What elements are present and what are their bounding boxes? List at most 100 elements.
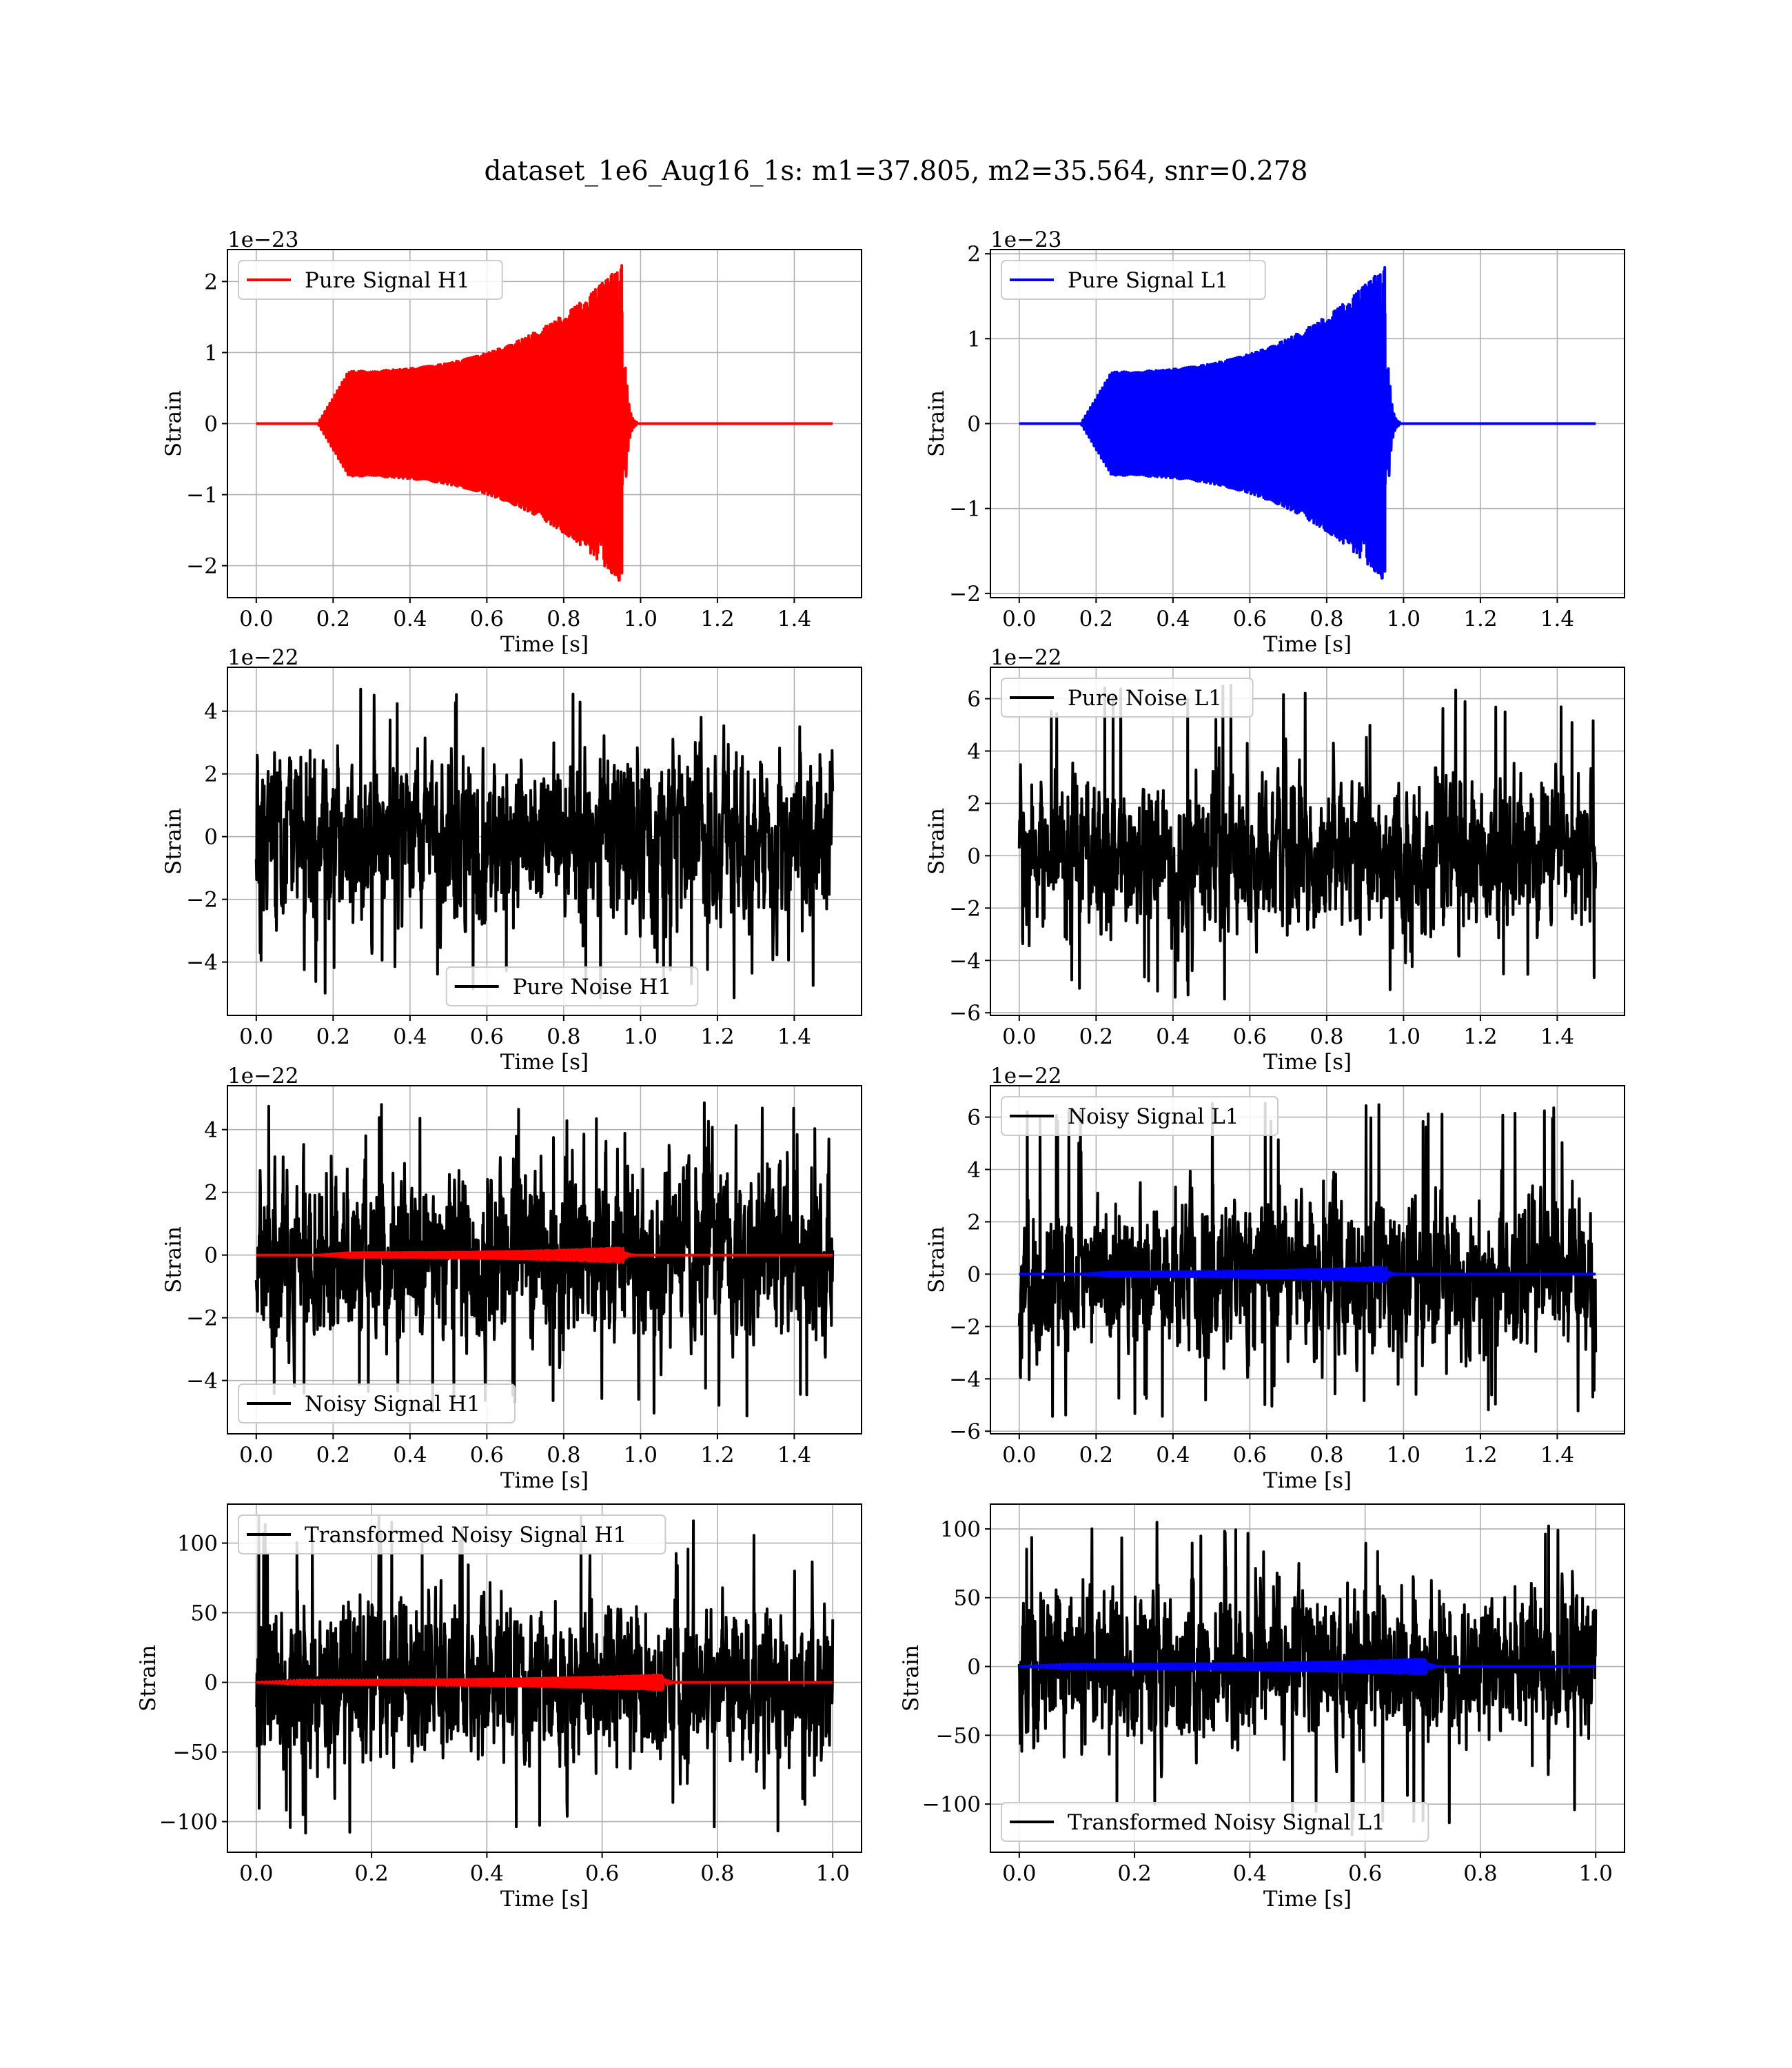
legend: Pure Signal H1 xyxy=(238,260,503,300)
series-group xyxy=(255,264,834,582)
y-tick-label: −2 xyxy=(949,1315,981,1339)
x-tick-label: 0.2 xyxy=(1117,1861,1151,1886)
x-tick-label: 0.8 xyxy=(547,1443,580,1468)
axes-frame xyxy=(990,667,1625,1016)
series-group xyxy=(254,687,835,1000)
y-tick-label: 100 xyxy=(177,1532,218,1557)
x-tick-label: 1.2 xyxy=(700,1024,734,1049)
y-axis-label: Strain xyxy=(924,390,949,457)
x-axis-label: Time [s] xyxy=(500,632,589,657)
x-tick-label: 1.0 xyxy=(624,607,658,631)
axes-frame xyxy=(990,1503,1625,1853)
x-axis-label: Time [s] xyxy=(1263,1468,1352,1493)
y-tick-label: −4 xyxy=(949,1367,981,1392)
series-group xyxy=(1017,1521,1598,1836)
legend-box xyxy=(1001,1802,1429,1842)
chart-panel-4: 0.0 0.2 0.4 0.6 0.8 1.0 1.2 1.4 −6 −4 −2 0 2 4 6 Time [… xyxy=(924,645,1625,1075)
figure-title: dataset_1e6_Aug16_1s: m1=37.805, m2=35.5… xyxy=(484,156,1308,187)
legend-label: Pure Noise H1 xyxy=(513,975,671,1000)
legend-box xyxy=(1001,678,1254,718)
y-tick-label: −2 xyxy=(186,554,218,579)
x-tick-label: 1.2 xyxy=(700,607,734,631)
legend-label: Transformed Noisy Signal H1 xyxy=(305,1523,627,1548)
y-tick-label: 50 xyxy=(191,1601,218,1626)
y-tick-label: 0 xyxy=(204,412,218,437)
series-line xyxy=(254,687,835,1000)
x-tick-label: 0.2 xyxy=(1079,607,1113,631)
y-tick-label: −4 xyxy=(186,1369,218,1394)
x-tick-label: 1.0 xyxy=(624,1443,658,1468)
y-tick-label: 2 xyxy=(967,791,981,816)
x-tick-label: 0.4 xyxy=(393,1024,427,1049)
y-tick-label: 0 xyxy=(967,1655,981,1680)
y-tick-label: −50 xyxy=(936,1723,981,1748)
series-group xyxy=(1018,266,1597,580)
x-tick-label: 1.2 xyxy=(700,1443,734,1468)
offset-text: 1e−22 xyxy=(227,1064,299,1088)
y-tick-label: 2 xyxy=(967,242,981,267)
legend-label: Pure Noise L1 xyxy=(1068,686,1222,711)
series-group xyxy=(1017,1102,1598,1418)
x-tick-label: 0.2 xyxy=(1079,1443,1113,1468)
x-tick-label: 0.4 xyxy=(1156,607,1190,631)
y-tick-label: −2 xyxy=(949,896,981,921)
x-tick-label: 1.4 xyxy=(1540,607,1574,631)
chart-panel-2: 0.0 0.2 0.4 0.6 0.8 1.0 1.2 1.4 −2 −1 0 1 2 Time [s] S… xyxy=(924,227,1625,657)
x-tick-label: 0.8 xyxy=(1310,607,1343,631)
chart-panel-6: 0.0 0.2 0.4 0.6 0.8 1.0 1.2 1.4 −6 −4 −2 0 2 4 6 Time [… xyxy=(924,1064,1625,1493)
legend: Transformed Noisy Signal L1 xyxy=(1001,1802,1429,1842)
offset-text: 1e−23 xyxy=(990,227,1062,252)
x-tick-label: 0.2 xyxy=(316,1024,350,1049)
y-tick-label: 50 xyxy=(954,1586,981,1611)
y-tick-label: 0 xyxy=(204,1671,218,1696)
y-tick-label: −50 xyxy=(173,1741,218,1765)
x-axis-label: Time [s] xyxy=(1263,1887,1352,1912)
legend: Noisy Signal H1 xyxy=(238,1383,516,1423)
x-tick-label: 0.2 xyxy=(316,1443,350,1468)
x-tick-label: 0.2 xyxy=(316,607,350,631)
x-tick-label: 0.4 xyxy=(393,1443,427,1468)
y-tick-label: −2 xyxy=(186,888,218,913)
y-tick-label: −6 xyxy=(949,1419,981,1444)
x-tick-label: 1.0 xyxy=(1387,1024,1421,1049)
legend-label: Transformed Noisy Signal L1 xyxy=(1068,1810,1385,1835)
y-tick-label: −100 xyxy=(922,1792,981,1817)
x-tick-label: 1.2 xyxy=(1463,1024,1497,1049)
x-axis-label: Time [s] xyxy=(1263,632,1352,657)
chart-panel-1: 0.0 0.2 0.4 0.6 0.8 1.0 1.2 1.4 −2 −1 0 1 2 Time [s] S… xyxy=(161,227,862,657)
y-tick-label: 2 xyxy=(204,1181,218,1206)
y-tick-label: 0 xyxy=(204,825,218,850)
legend-box xyxy=(1001,260,1266,300)
signal-overlay-line xyxy=(1018,1266,1597,1283)
x-tick-label: 0.2 xyxy=(354,1861,388,1886)
signal-overlay-line xyxy=(255,1673,834,1692)
x-tick-label: 0.6 xyxy=(470,1443,504,1468)
x-tick-label: 0.2 xyxy=(1079,1024,1113,1049)
y-tick-label: 0 xyxy=(204,1244,218,1268)
y-tick-label: −1 xyxy=(186,483,218,508)
x-tick-label: 0.8 xyxy=(1463,1861,1497,1886)
series-group xyxy=(1017,683,1598,1001)
legend-label: Noisy Signal L1 xyxy=(1068,1104,1239,1129)
legend: Pure Noise H1 xyxy=(445,966,699,1006)
legend-box xyxy=(238,1383,516,1423)
series-group xyxy=(254,1514,835,1835)
x-tick-label: 0.6 xyxy=(1233,1443,1267,1468)
x-tick-label: 0.4 xyxy=(1156,1443,1190,1468)
y-tick-label: −2 xyxy=(186,1306,218,1331)
series-line xyxy=(1018,266,1597,580)
x-tick-label: 0.0 xyxy=(239,1443,273,1468)
series-line xyxy=(255,264,834,582)
x-tick-label: 1.4 xyxy=(777,1443,811,1468)
axes-frame xyxy=(227,1503,862,1853)
x-tick-label: 0.6 xyxy=(1233,1024,1267,1049)
offset-text: 1e−22 xyxy=(990,645,1062,670)
chart-panel-5: 0.0 0.2 0.4 0.6 0.8 1.0 1.2 1.4 −4 −2 0 2 4 Time [s] S… xyxy=(161,1064,862,1493)
legend-label: Pure Signal H1 xyxy=(305,268,470,293)
x-tick-label: 0.6 xyxy=(585,1861,619,1886)
y-axis-label: Strain xyxy=(924,1226,949,1293)
x-tick-label: 1.2 xyxy=(1463,607,1497,631)
x-tick-label: 1.4 xyxy=(777,1024,811,1049)
y-tick-label: 4 xyxy=(204,1118,218,1143)
